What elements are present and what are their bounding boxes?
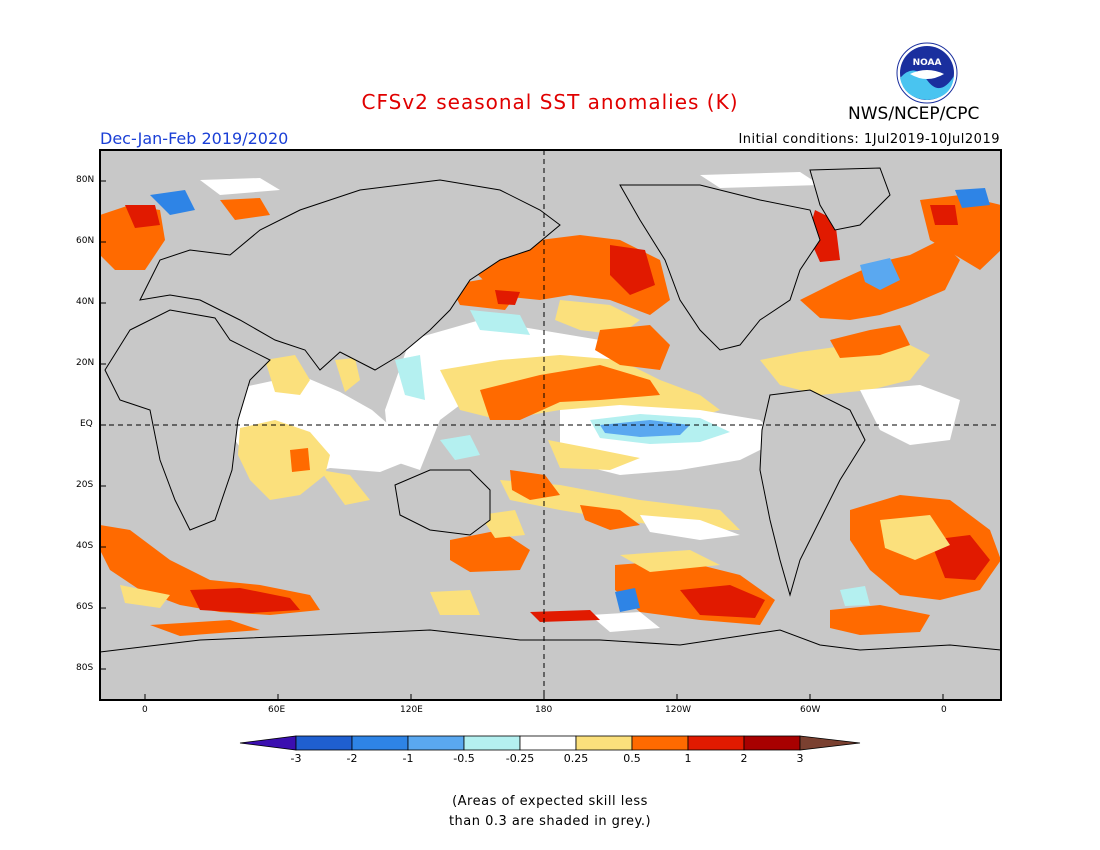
- warm-region-arabian-sea: [265, 355, 310, 395]
- colorbar-label-5: 0.25: [563, 752, 589, 765]
- warm-core-central-pacific: [480, 365, 660, 420]
- skill-note-line2: than 0.3 are shaded in grey.): [448, 814, 652, 829]
- lat-tick-60n: 60N: [76, 236, 95, 246]
- warm-region-tasman: [450, 530, 530, 572]
- warm-region-south-pacific-3: [580, 505, 640, 530]
- warm-region-se-indian: [320, 470, 370, 505]
- warm-region-tropical-atlantic: [760, 340, 930, 395]
- lat-tick-eq: EQ: [80, 419, 93, 429]
- skill-note-line1: (Areas of expected skill less: [452, 794, 648, 809]
- colorbar-bin: [743, 735, 801, 751]
- lon-tick-60e: 60E: [268, 705, 286, 715]
- continent-antarctica: [100, 629, 1001, 700]
- warm-region-west-indian: [238, 420, 330, 500]
- cool-region-south-china-sea: [440, 435, 480, 460]
- svg-text:NOAA: NOAA: [913, 58, 942, 68]
- cool-region-japan-sea: [470, 310, 530, 335]
- colorbar-label-4: -0.25: [505, 752, 535, 765]
- continent-australia: [394, 469, 491, 536]
- neutral-arctic-white: [200, 178, 280, 195]
- warm-region-ne-pacific: [595, 325, 670, 370]
- continent-greenland: [809, 167, 891, 231]
- continent-eurasia: [139, 179, 561, 371]
- colorbar-bin: [687, 735, 745, 751]
- continent-africa: [104, 309, 271, 531]
- colorbar-label-2: -1: [402, 752, 414, 765]
- lon-tick-180: 180: [535, 705, 553, 715]
- initial-conditions-label: Initial conditions: 1Jul2019-10Jul2019: [738, 132, 1000, 147]
- lon-tick-120e: 120E: [400, 705, 423, 715]
- lat-tick-80s: 80S: [76, 663, 94, 673]
- warm-region-subtropical-atlantic: [830, 325, 910, 358]
- warm-region-south-pacific-2: [510, 470, 560, 500]
- neutral-region-southern-ocean: [590, 612, 660, 632]
- noaa-logo: NOAA: [896, 42, 958, 104]
- colorbar-label-1: -2: [346, 752, 358, 765]
- colorbar-bin: [631, 735, 689, 751]
- warm-core-south-indian: [190, 588, 300, 613]
- warm-region-subantarctic-band: [150, 620, 260, 636]
- lat-tick-80n: 80N: [76, 175, 95, 185]
- warm-region-barents: [220, 198, 270, 220]
- warm-core-kuroshio: [495, 290, 520, 305]
- lat-tick-60s: 60S: [76, 602, 94, 612]
- lat-tick-20n: 20N: [76, 358, 95, 368]
- lat-tick-40s: 40S: [76, 541, 94, 551]
- cool-region-southern-ocean: [615, 588, 640, 612]
- colorbar-label-0: -3: [290, 752, 302, 765]
- warm-region-npac-yellow: [555, 300, 640, 335]
- chart-title: CFSv2 seasonal SST anomalies (K): [361, 90, 739, 114]
- warm-core-gulf-of-alaska: [610, 245, 655, 295]
- warm-region-pacific-sector: [530, 610, 600, 622]
- warm-region-tasman-yellow: [480, 510, 525, 538]
- cool-region-philippine-sea: [395, 355, 425, 400]
- season-label: Dec-Jan-Feb 2019/2020: [100, 129, 289, 148]
- lat-tick-20s: 20S: [76, 480, 94, 490]
- cool-region-north-atlantic: [860, 258, 900, 290]
- warm-region-south-pacific-1: [500, 480, 740, 530]
- lon-tick-0: 0: [142, 705, 148, 715]
- neutral-arctic-white-2: [700, 172, 820, 188]
- warm-region-indian-sector: [430, 590, 480, 615]
- agency-label: NWS/NCEP/CPC: [848, 104, 980, 124]
- warm-region-se-pacific-yellow: [620, 550, 720, 572]
- lon-tick-120w: 120W: [665, 705, 692, 715]
- warm-region-bay-bengal: [335, 358, 360, 392]
- warm-region-south-pacific-4: [640, 515, 740, 540]
- warm-region-s-atlantic-yellow: [880, 515, 950, 560]
- colorbar-arrow-low: [239, 735, 297, 751]
- continent-north-america: [619, 184, 821, 351]
- colorbar: [239, 735, 861, 751]
- cool-region-ne-atlantic-east: [955, 188, 990, 208]
- lat-tick-40n: 40N: [76, 297, 95, 307]
- warm-region-south-indian-2: [120, 585, 170, 608]
- colorbar-bin: [519, 735, 577, 751]
- colorbar-arrow-high: [799, 735, 861, 751]
- warm-core-norwegian-sea: [125, 205, 160, 228]
- colorbar-label-8: 2: [740, 752, 748, 765]
- warm-region-south-equatorial: [548, 440, 640, 470]
- warm-spot-indian: [290, 448, 310, 472]
- cool-region-barents: [150, 190, 195, 215]
- colorbar-bin: [295, 735, 353, 751]
- colorbar-label-7: 1: [684, 752, 692, 765]
- neutral-region-atlantic-eq: [860, 385, 960, 445]
- warm-core-se-pacific: [680, 585, 765, 618]
- colorbar-bin: [407, 735, 465, 751]
- lon-tick-0-east: 0: [941, 705, 947, 715]
- colorbar-bin: [575, 735, 633, 751]
- colorbar-bin: [351, 735, 409, 751]
- colorbar-label-3: -0.5: [453, 752, 475, 765]
- cool-core-east-pacific: [600, 420, 690, 437]
- colorbar-label-6: 0.5: [623, 752, 641, 765]
- warm-core-ne-atlantic-east: [930, 205, 958, 225]
- lon-tick-60w: 60W: [800, 705, 821, 715]
- continent-south-america: [759, 389, 866, 597]
- cool-region-argentine: [840, 586, 870, 606]
- colorbar-label-9: 3: [796, 752, 804, 765]
- warm-region-argentine: [830, 605, 930, 635]
- colorbar-bin: [463, 735, 521, 751]
